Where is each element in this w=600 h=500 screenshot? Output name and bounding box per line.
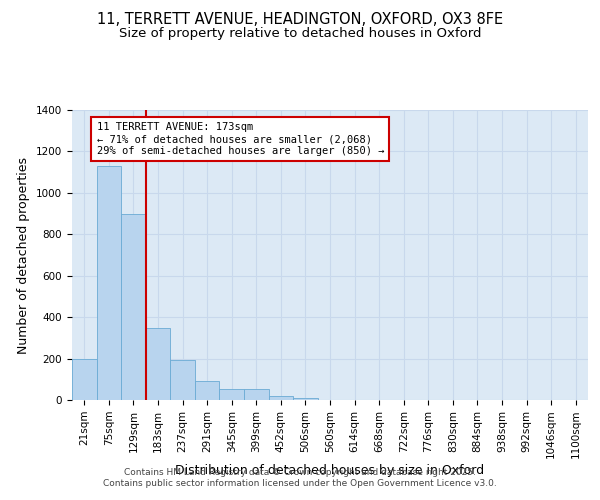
Bar	[293, 398, 318, 400]
Bar	[121, 214, 146, 400]
Text: Size of property relative to detached houses in Oxford: Size of property relative to detached ho…	[119, 28, 481, 40]
X-axis label: Distribution of detached houses by size in Oxford: Distribution of detached houses by size …	[175, 464, 485, 477]
Bar	[146, 328, 170, 400]
Bar	[220, 388, 244, 400]
Text: 11 TERRETT AVENUE: 173sqm
← 71% of detached houses are smaller (2,068)
29% of se: 11 TERRETT AVENUE: 173sqm ← 71% of detac…	[97, 122, 384, 156]
Bar	[72, 358, 97, 400]
Bar	[97, 166, 121, 400]
Bar	[244, 388, 269, 400]
Text: Contains HM Land Registry data © Crown copyright and database right 2025.
Contai: Contains HM Land Registry data © Crown c…	[103, 468, 497, 487]
Y-axis label: Number of detached properties: Number of detached properties	[17, 156, 31, 354]
Bar	[195, 382, 220, 400]
Bar	[170, 360, 195, 400]
Text: 11, TERRETT AVENUE, HEADINGTON, OXFORD, OX3 8FE: 11, TERRETT AVENUE, HEADINGTON, OXFORD, …	[97, 12, 503, 28]
Bar	[269, 396, 293, 400]
